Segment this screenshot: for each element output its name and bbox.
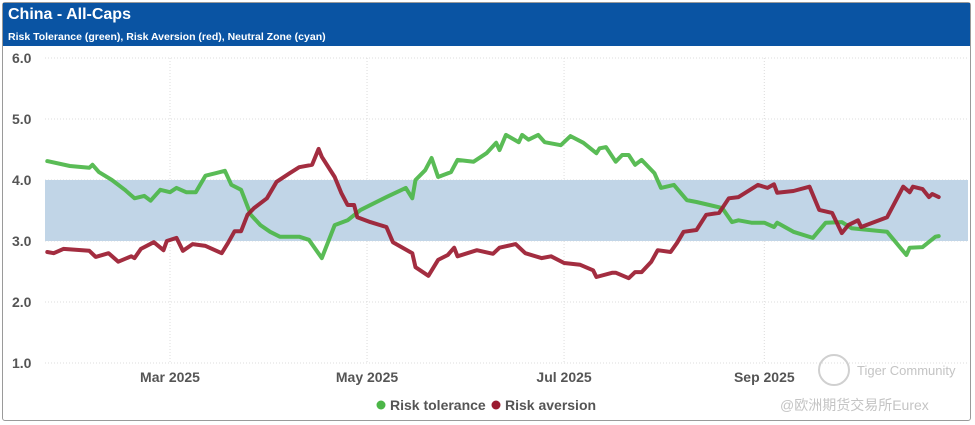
tiger-logo-icon <box>818 354 850 386</box>
x-tick-label: Sep 2025 <box>734 369 795 385</box>
x-tick-label: Mar 2025 <box>140 369 200 385</box>
chart-frame <box>2 2 971 421</box>
y-tick-label: 1.0 <box>12 355 32 371</box>
chart-header: China - All-Caps Risk Tolerance (green),… <box>3 3 970 46</box>
chart-title: China - All-Caps <box>8 6 131 23</box>
x-tick-label: May 2025 <box>336 369 398 385</box>
legend-marker-risk-tolerance <box>376 400 386 410</box>
legend-risk-tolerance[interactable]: Risk tolerance <box>390 397 486 413</box>
y-tick-label: 6.0 <box>12 50 32 66</box>
legend-marker-risk-aversion <box>491 400 501 410</box>
y-tick-label: 3.0 <box>12 233 32 249</box>
y-tick-label: 5.0 <box>12 111 32 127</box>
legend-risk-aversion[interactable]: Risk aversion <box>505 397 596 413</box>
chart-subtitle: Risk Tolerance (green), Risk Aversion (r… <box>8 31 326 43</box>
watermark-handle: @欧洲期货交易所Eurex <box>780 397 929 413</box>
series-line-risk-aversion <box>45 146 941 281</box>
watermark-brand: Tiger Community <box>857 363 956 378</box>
series-line-risk-tolerance <box>45 132 941 261</box>
y-tick-label: 4.0 <box>12 172 32 188</box>
y-tick-label: 2.0 <box>12 294 32 310</box>
x-tick-label: Jul 2025 <box>536 369 591 385</box>
